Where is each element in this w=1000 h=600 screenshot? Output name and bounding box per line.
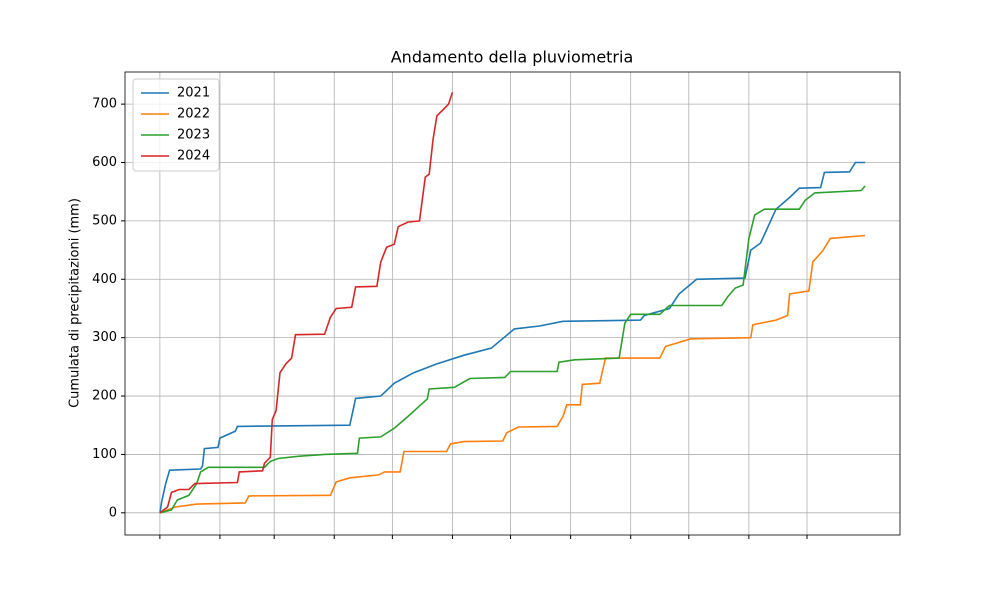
plot-frame [124, 71, 901, 536]
y-tick-label: 100 [92, 447, 117, 462]
line-series [159, 92, 454, 514]
y-tick-label: 400 [92, 272, 117, 287]
y-tick-label: 600 [92, 155, 117, 170]
y-tick-label: 500 [92, 213, 117, 228]
line-series [159, 234, 866, 514]
legend-label: 2024 [177, 149, 210, 164]
legend-label: 2023 [177, 128, 210, 143]
line-series [159, 161, 866, 513]
y-tick-label: 300 [92, 330, 117, 345]
chart-title: Andamento della pluviometria [391, 48, 634, 67]
legend-label: 2022 [177, 107, 210, 122]
legend-box [132, 78, 220, 172]
y-tick-label: 700 [92, 97, 117, 112]
y-axis-label: Cumulata di precipitazioni (mm) [68, 198, 83, 408]
y-tick-label: 0 [109, 505, 117, 520]
y-tick-label: 200 [92, 389, 117, 404]
legend-label: 2021 [177, 86, 210, 101]
line-series [159, 185, 866, 514]
